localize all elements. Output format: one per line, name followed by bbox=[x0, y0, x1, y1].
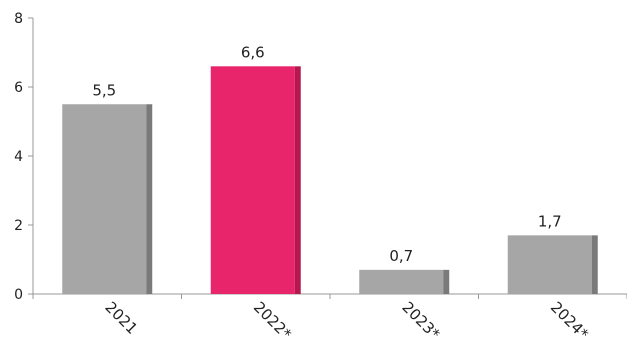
bar-side-shade bbox=[294, 66, 301, 294]
data-label: 1,7 bbox=[538, 212, 562, 230]
y-tick-label: 6 bbox=[14, 80, 23, 96]
bar-side-shade bbox=[591, 235, 598, 294]
x-category-label: 2021 bbox=[101, 298, 141, 338]
y-tick-label: 0 bbox=[14, 287, 23, 303]
bar-side-shade bbox=[146, 104, 153, 294]
bar-side-shade bbox=[443, 269, 450, 294]
y-tick-label: 4 bbox=[14, 149, 23, 165]
y-tick-label: 2 bbox=[14, 218, 23, 234]
bar-2023-est bbox=[359, 269, 444, 294]
data-label: 0,7 bbox=[389, 247, 413, 265]
chart-bars bbox=[62, 66, 598, 294]
data-label: 6,6 bbox=[241, 43, 265, 61]
bar-2024-est bbox=[507, 235, 592, 294]
x-category-label: 2024* bbox=[547, 298, 592, 343]
data-label: 5,5 bbox=[92, 81, 116, 99]
bar-2021 bbox=[62, 104, 147, 294]
x-category-label: 2022* bbox=[250, 298, 295, 343]
bar-2022-est bbox=[210, 66, 295, 294]
x-category-label: 2023* bbox=[398, 298, 443, 343]
y-tick-label: 8 bbox=[14, 11, 23, 27]
